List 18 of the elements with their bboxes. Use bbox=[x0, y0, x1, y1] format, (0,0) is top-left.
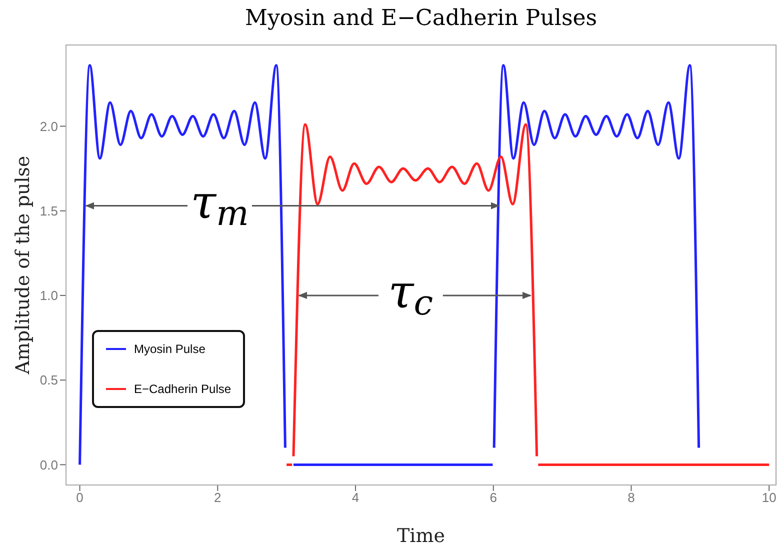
x-tick-label: 8 bbox=[628, 490, 635, 506]
annotation: τ$_{m}$ bbox=[190, 174, 249, 234]
legend-label: Myosin Pulse bbox=[134, 342, 206, 356]
x-tick-label: 0 bbox=[76, 490, 84, 506]
y-axis-title: Amplitude of the pulse bbox=[12, 156, 34, 376]
x-tick-label: 4 bbox=[352, 490, 360, 506]
x-axis-title: Time bbox=[396, 525, 446, 544]
x-tick-label: 6 bbox=[490, 490, 497, 506]
legend-label: E−Cadherin Pulse bbox=[134, 382, 232, 396]
chart-title: Myosin and E−Cadherin Pulses bbox=[244, 6, 598, 31]
y-tick-label: 2.0 bbox=[40, 118, 58, 134]
annotation: τ$_{c}$ bbox=[388, 264, 434, 324]
y-tick-label: 0.5 bbox=[40, 372, 58, 388]
y-tick-label: 1.5 bbox=[40, 203, 58, 218]
y-tick-label: 0.0 bbox=[40, 457, 58, 472]
x-tick-label: 2 bbox=[214, 490, 222, 506]
y-tick-label: 1.0 bbox=[40, 288, 58, 304]
x-tick-label: 10 bbox=[762, 490, 776, 506]
